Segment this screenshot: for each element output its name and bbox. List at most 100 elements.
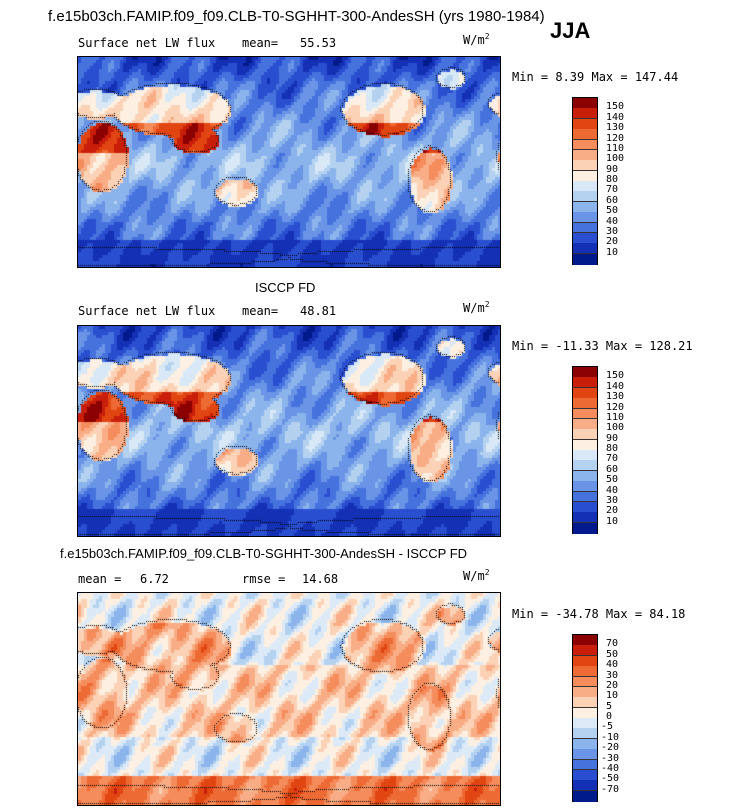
- colorbar-segment: [573, 738, 597, 750]
- colorbar-tick-label: 70: [606, 184, 619, 196]
- rmse-value: 14.68: [302, 572, 339, 586]
- colorbar-tick-label: 110: [606, 411, 625, 423]
- colorbar-segment: [573, 387, 597, 399]
- colorbar-tick-label: 80: [606, 174, 619, 185]
- mean-value: 48.81: [300, 304, 337, 318]
- colorbar-segment: [573, 377, 597, 389]
- colorbar-segment: [573, 645, 597, 657]
- colorbar-segment: [573, 418, 597, 430]
- colorbar-segment: [573, 470, 597, 482]
- map-model: [77, 56, 501, 268]
- minmax-label: Min = -34.78 Max = 84.18: [512, 607, 686, 621]
- colorbar-tick-label: -40: [601, 762, 620, 774]
- colorbar-tick-label: 30: [606, 669, 619, 681]
- colorbar-segment: [573, 512, 597, 524]
- variable-label: Surface net LW flux: [78, 36, 216, 50]
- colorbar-segment: [573, 707, 597, 719]
- colorbar-tick-label: 50: [606, 205, 619, 217]
- colorbar-segment: [573, 749, 597, 760]
- colorbar-tick-label: 130: [606, 122, 625, 134]
- mean-label: mean=: [242, 36, 279, 50]
- colorbar-segment: [573, 253, 597, 265]
- colorbar-segment: [573, 139, 597, 151]
- colorbar-segment: [573, 460, 597, 472]
- map-diff: [77, 592, 501, 806]
- colorbar-segment: [573, 491, 597, 503]
- colorbar-segment: [573, 501, 597, 513]
- colorbar-segment: [573, 481, 597, 492]
- colorbar-tick-label: -10: [601, 731, 620, 743]
- colorbar-tick-label: 100: [606, 422, 625, 434]
- colorbar-diff: [572, 634, 598, 802]
- colorbar-segment: [573, 697, 597, 709]
- colorbar-segment: [573, 439, 597, 451]
- colorbar-segment: [573, 212, 597, 223]
- colorbar-model: [572, 97, 598, 265]
- colorbar-tick-label: 5: [606, 700, 613, 712]
- colorbar-tick-label: -5: [601, 721, 614, 733]
- colorbar-tick-label: 80: [606, 443, 619, 454]
- colorbar-segment: [573, 408, 597, 420]
- units-label: W/m2: [463, 568, 490, 583]
- colorbar-segment: [573, 790, 597, 802]
- season-label: JJA: [550, 18, 591, 43]
- minmax-label: Min = 8.39 Max = 147.44: [512, 70, 679, 84]
- colorbar-tick-label: 60: [606, 194, 619, 206]
- mean-label: mean=: [242, 304, 279, 318]
- colorbar-tick-label: 20: [606, 679, 619, 691]
- variable-label: Surface net LW flux: [78, 304, 216, 318]
- colorbar-tick-label: 70: [606, 638, 619, 650]
- colorbar-segment: [573, 666, 597, 677]
- colorbar-tick-label: 70: [606, 453, 619, 465]
- colorbar-tick-label: 120: [606, 132, 625, 144]
- colorbar-segment: [573, 686, 597, 698]
- colorbar-segment: [573, 450, 597, 461]
- colorbar-segment: [573, 222, 597, 234]
- colorbar-segment: [573, 655, 597, 667]
- colorbar-tick-label: 10: [606, 246, 619, 258]
- colorbar-segment: [573, 191, 597, 203]
- colorbar-segment: [573, 232, 597, 244]
- colorbar-segment: [573, 522, 597, 534]
- colorbar-segment: [573, 181, 597, 192]
- units-label: W/m2: [463, 32, 490, 47]
- colorbar-tick-label: 30: [606, 494, 619, 506]
- colorbar-segment: [573, 108, 597, 120]
- colorbar-segment: [573, 160, 597, 172]
- colorbar-segment: [573, 367, 597, 378]
- colorbar-tick-label: 100: [606, 153, 625, 165]
- colorbar-tick-label: 140: [606, 111, 625, 123]
- colorbar-segment: [573, 759, 597, 771]
- colorbar-segment: [573, 635, 597, 646]
- colorbar-tick-label: 140: [606, 380, 625, 392]
- colorbar-segment: [573, 98, 597, 109]
- colorbar-tick-label: -30: [601, 752, 620, 764]
- colorbar-segment: [573, 170, 597, 182]
- colorbar-tick-label: 50: [606, 648, 619, 660]
- colorbar-segment: [573, 676, 597, 688]
- colorbar-tick-label: -70: [601, 783, 620, 795]
- colorbar-tick-label: -50: [601, 773, 620, 785]
- colorbar-tick-label: 120: [606, 401, 625, 413]
- colorbar-tick-label: 20: [606, 236, 619, 248]
- colorbar-tick-label: 40: [606, 484, 619, 496]
- colorbar-segment: [573, 780, 597, 792]
- map-field: [78, 593, 500, 805]
- colorbar-tick-label: 130: [606, 391, 625, 403]
- colorbar-segment: [573, 149, 597, 161]
- colorbar-segment: [573, 728, 597, 740]
- map-field: [78, 326, 500, 536]
- colorbar-tick-label: 90: [606, 432, 619, 444]
- colorbar-segment: [573, 201, 597, 213]
- colorbar-tick-label: 40: [606, 659, 619, 671]
- colorbar-tick-label: 90: [606, 163, 619, 175]
- colorbar-tick-label: 150: [606, 370, 625, 382]
- colorbar-segment: [573, 718, 597, 729]
- units-label: W/m2: [463, 300, 490, 315]
- colorbar-tick-label: 40: [606, 215, 619, 227]
- colorbar-segment: [573, 243, 597, 255]
- mean-label: mean =: [78, 572, 122, 586]
- minmax-label: Min = -11.33 Max = 128.21: [512, 339, 693, 353]
- colorbar-tick-label: -20: [601, 742, 620, 754]
- colorbar-segment: [573, 118, 597, 130]
